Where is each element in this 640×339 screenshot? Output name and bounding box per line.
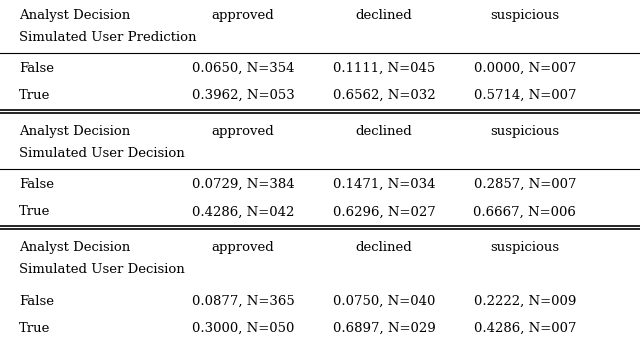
- Text: 0.0750, N=040: 0.0750, N=040: [333, 295, 435, 307]
- Text: False: False: [19, 178, 54, 191]
- Text: Analyst Decision: Analyst Decision: [19, 9, 131, 22]
- Text: 0.6667, N=006: 0.6667, N=006: [474, 205, 576, 218]
- Text: 0.0000, N=007: 0.0000, N=007: [474, 62, 576, 75]
- Text: approved: approved: [212, 241, 275, 254]
- Text: suspicious: suspicious: [490, 125, 559, 138]
- Text: False: False: [19, 62, 54, 75]
- Text: Simulated User Decision: Simulated User Decision: [19, 147, 185, 160]
- Text: Simulated User Prediction: Simulated User Prediction: [19, 31, 196, 44]
- Text: 0.0877, N=365: 0.0877, N=365: [192, 295, 294, 307]
- Text: Simulated User Decision: Simulated User Decision: [19, 263, 185, 276]
- Text: Analyst Decision: Analyst Decision: [19, 241, 131, 254]
- Text: True: True: [19, 205, 51, 218]
- Text: 0.1471, N=034: 0.1471, N=034: [333, 178, 435, 191]
- Text: True: True: [19, 89, 51, 102]
- Text: suspicious: suspicious: [490, 241, 559, 254]
- Text: 0.6562, N=032: 0.6562, N=032: [333, 89, 435, 102]
- Text: 0.6296, N=027: 0.6296, N=027: [333, 205, 435, 218]
- Text: False: False: [19, 295, 54, 307]
- Text: 0.4286, N=007: 0.4286, N=007: [474, 322, 576, 335]
- Text: declined: declined: [356, 241, 412, 254]
- Text: declined: declined: [356, 125, 412, 138]
- Text: True: True: [19, 322, 51, 335]
- Text: declined: declined: [356, 9, 412, 22]
- Text: 0.0729, N=384: 0.0729, N=384: [192, 178, 294, 191]
- Text: 0.2857, N=007: 0.2857, N=007: [474, 178, 576, 191]
- Text: 0.5714, N=007: 0.5714, N=007: [474, 89, 576, 102]
- Text: 0.2222, N=009: 0.2222, N=009: [474, 295, 576, 307]
- Text: 0.0650, N=354: 0.0650, N=354: [192, 62, 294, 75]
- Text: 0.3962, N=053: 0.3962, N=053: [192, 89, 294, 102]
- Text: Analyst Decision: Analyst Decision: [19, 125, 131, 138]
- Text: 0.3000, N=050: 0.3000, N=050: [192, 322, 294, 335]
- Text: 0.6897, N=029: 0.6897, N=029: [333, 322, 435, 335]
- Text: approved: approved: [212, 9, 275, 22]
- Text: suspicious: suspicious: [490, 9, 559, 22]
- Text: 0.4286, N=042: 0.4286, N=042: [192, 205, 294, 218]
- Text: approved: approved: [212, 125, 275, 138]
- Text: 0.1111, N=045: 0.1111, N=045: [333, 62, 435, 75]
